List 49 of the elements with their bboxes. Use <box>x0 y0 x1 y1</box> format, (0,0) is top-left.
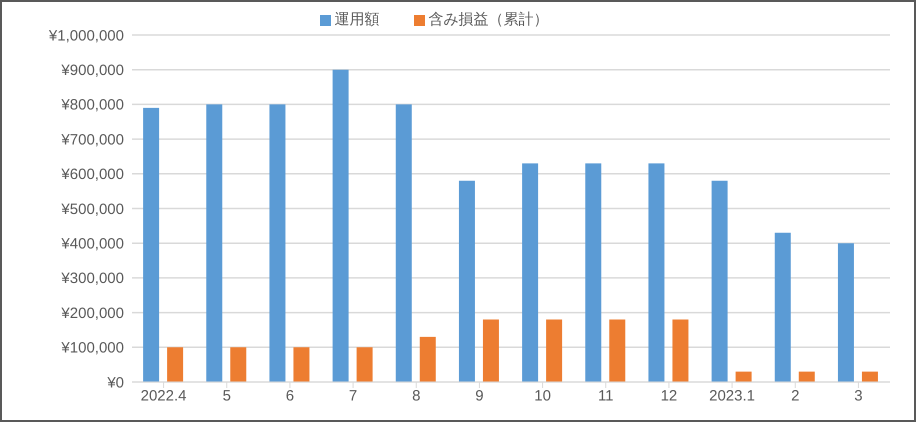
x-tick-label: 7 <box>348 388 358 405</box>
bar <box>609 320 626 382</box>
x-tick-label: 11 <box>598 388 614 405</box>
x-tick-label: 2023.1 <box>709 388 756 405</box>
y-tick-label: ¥200,000 <box>60 304 124 322</box>
bar <box>396 104 412 382</box>
bar <box>774 232 791 382</box>
bar <box>143 108 160 382</box>
bar <box>672 320 688 382</box>
bar <box>838 243 854 382</box>
bar <box>269 104 286 382</box>
bar <box>862 372 878 382</box>
bar <box>798 372 815 382</box>
y-tick-label: ¥100,000 <box>60 340 124 357</box>
bar <box>230 347 246 382</box>
x-tick-label: 2 <box>791 388 800 405</box>
bar <box>293 347 310 382</box>
bar <box>356 347 373 382</box>
y-tick-label: ¥700,000 <box>60 131 124 148</box>
bar <box>167 347 184 382</box>
y-tick-label: ¥600,000 <box>60 166 124 184</box>
bar <box>648 163 664 382</box>
y-tick-label: ¥500,000 <box>60 200 124 218</box>
bar <box>546 320 562 382</box>
bar <box>585 163 602 382</box>
bar <box>332 70 349 382</box>
x-tick-label: 10 <box>534 388 551 405</box>
x-tick-label: 3 <box>854 388 863 405</box>
legend-label: 運用額 <box>334 11 380 28</box>
bar <box>458 180 475 382</box>
bar <box>522 163 538 382</box>
y-tick-label: ¥300,000 <box>60 270 124 288</box>
x-tick-label: 5 <box>222 388 231 405</box>
x-tick-label: 6 <box>286 388 294 405</box>
bar <box>736 372 752 382</box>
bar <box>206 104 222 382</box>
x-tick-label: 12 <box>660 388 678 405</box>
y-tick-label: ¥0 <box>106 374 124 392</box>
y-tick-label: ¥400,000 <box>60 236 124 253</box>
bar <box>712 180 728 382</box>
legend-label: 含み損益（累計） <box>428 11 548 28</box>
bar <box>482 320 499 382</box>
bar <box>420 336 436 382</box>
x-tick-label: 9 <box>475 388 484 405</box>
y-tick-label: ¥1,000,000 <box>48 27 124 44</box>
y-tick-label: ¥900,000 <box>60 62 124 80</box>
x-tick-label: 8 <box>412 388 420 405</box>
y-tick-label: ¥800,000 <box>60 96 124 114</box>
x-tick-label: 2022.4 <box>140 388 187 405</box>
